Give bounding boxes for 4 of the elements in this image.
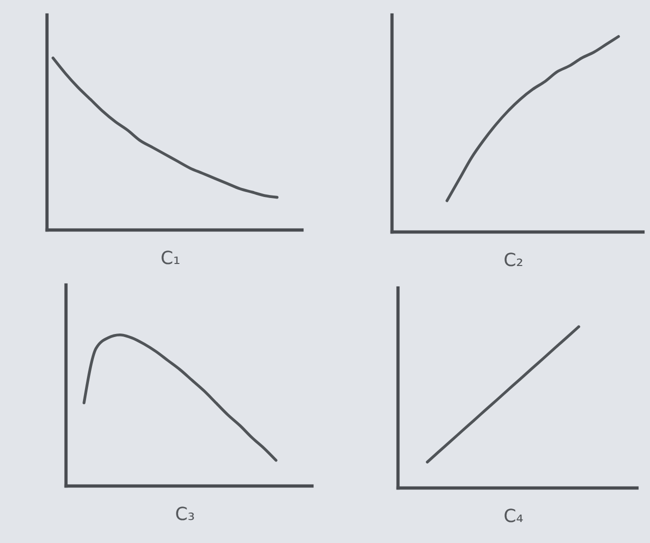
x-axis-title: C₂ — [504, 250, 524, 271]
x-axis-title: C₁ — [160, 248, 180, 269]
x-axis-title: C₃ — [175, 504, 195, 525]
x-axis-title: C₄ — [504, 506, 524, 527]
